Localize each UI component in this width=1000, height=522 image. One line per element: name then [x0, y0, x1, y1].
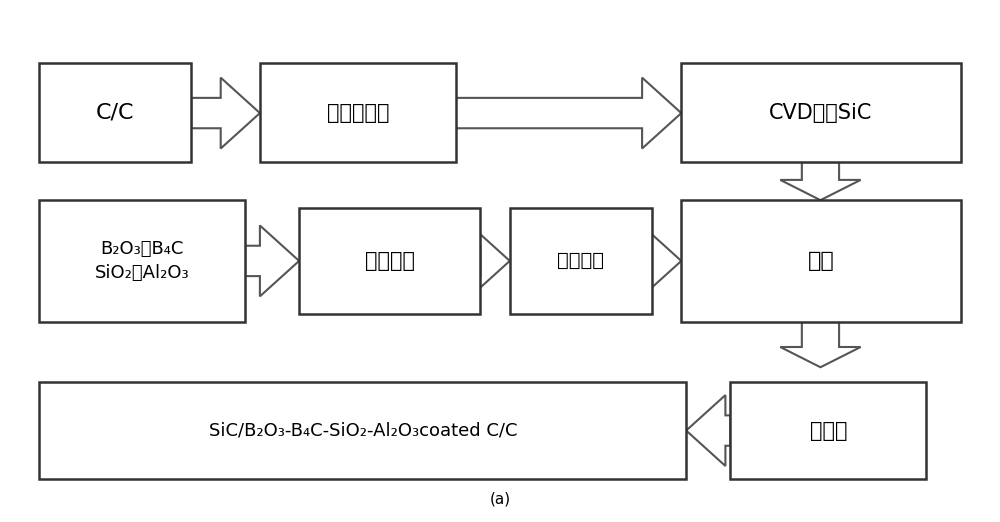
Bar: [681, 64, 961, 162]
Text: 加粘接剂: 加粘接剂: [557, 252, 604, 270]
Bar: [39, 200, 245, 322]
Bar: [39, 383, 686, 479]
Text: CVD沉积SiC: CVD沉积SiC: [769, 103, 873, 123]
Polygon shape: [471, 226, 510, 296]
Polygon shape: [780, 162, 861, 200]
Text: 打磨、清洗: 打磨、清洗: [327, 103, 389, 123]
Bar: [299, 208, 480, 314]
Bar: [510, 208, 652, 314]
Bar: [730, 383, 926, 479]
Polygon shape: [780, 322, 861, 367]
Text: SiC/B₂O₃-B₄C-SiO₂-Al₂O₃coated C/C: SiC/B₂O₃-B₄C-SiO₂-Al₂O₃coated C/C: [209, 422, 517, 440]
Text: B₂O₃、B₄C
SiO₂、Al₂O₃: B₂O₃、B₄C SiO₂、Al₂O₃: [95, 240, 190, 282]
Polygon shape: [456, 78, 681, 149]
Text: C/C: C/C: [96, 103, 135, 123]
Bar: [681, 200, 961, 322]
Polygon shape: [686, 395, 730, 466]
Bar: [39, 64, 191, 162]
Text: (a): (a): [489, 492, 511, 506]
Polygon shape: [245, 226, 299, 296]
Bar: [260, 64, 456, 162]
Polygon shape: [642, 226, 681, 296]
Polygon shape: [191, 78, 260, 149]
Text: 热处理: 热处理: [810, 421, 847, 441]
Text: 涂刷: 涂刷: [808, 251, 834, 271]
Text: 球磨混合: 球磨混合: [365, 251, 415, 271]
